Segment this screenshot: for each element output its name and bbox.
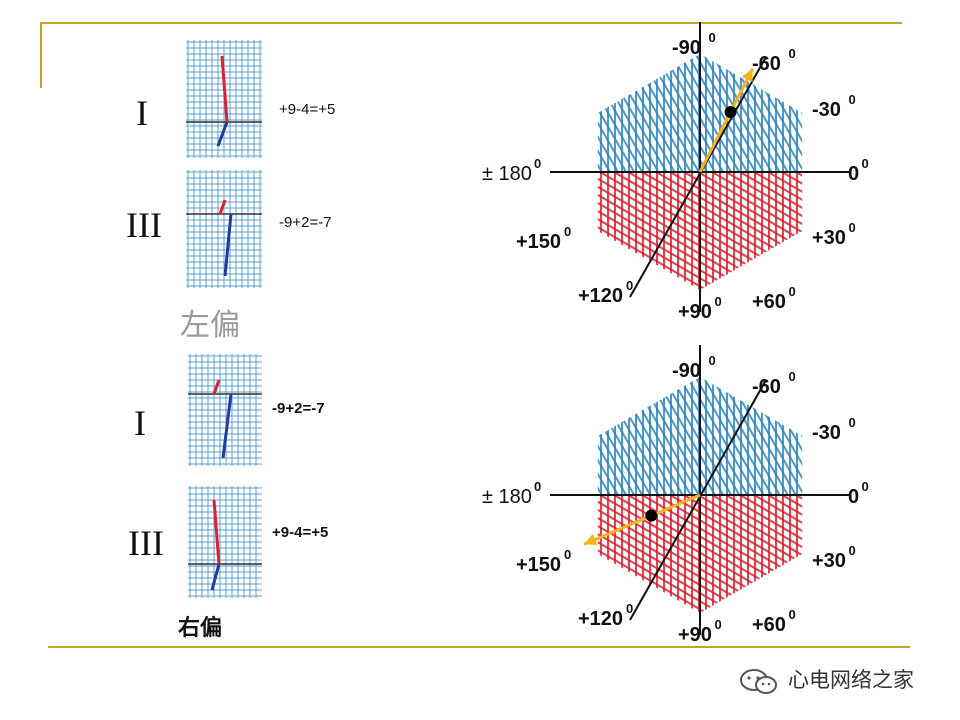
label-minus-30: -30 [812, 99, 841, 121]
label-zero: 0 [848, 163, 859, 185]
degree-mark: 0 [626, 601, 633, 616]
label-minus-90: -90 [672, 37, 701, 59]
degree-mark: 0 [849, 92, 856, 107]
lead-label-bottom-i: I [134, 403, 146, 443]
label-plus-minus-180: ± 180 [482, 163, 532, 185]
ecg-strip-top-i [186, 40, 262, 158]
degree-mark: 0 [789, 607, 796, 622]
degree-mark: 0 [709, 353, 716, 368]
label-minus-60: -60 [752, 376, 781, 398]
caption-right-deviation: 右偏 [178, 616, 223, 641]
frame-bottom-line [48, 646, 910, 648]
label-minus-90: -90 [672, 360, 701, 382]
degree-mark: 0 [862, 479, 869, 494]
equation-bottom-i: -9+2=-7 [272, 400, 325, 417]
label-plus-120: +120 [578, 608, 623, 630]
ecg-strip-top-iii [186, 170, 262, 288]
degree-mark: 0 [789, 369, 796, 384]
label-plus-90: +90 [678, 301, 712, 323]
lead-label-top-i: I [136, 93, 148, 133]
degree-mark: 0 [564, 547, 571, 562]
label-plus-60: +60 [752, 291, 786, 313]
degree-mark: 0 [849, 220, 856, 235]
degree-mark: 0 [534, 479, 541, 494]
degree-mark: 0 [789, 46, 796, 61]
axis-vector [583, 493, 701, 546]
label-plus-30: +30 [812, 227, 846, 249]
vector-point [724, 106, 737, 119]
degree-mark: 0 [849, 543, 856, 558]
label-zero: 0 [848, 486, 859, 508]
label-plus-150: +150 [516, 554, 561, 576]
degree-mark: 0 [849, 415, 856, 430]
equation-top-i: +9-4=+5 [279, 101, 336, 118]
label-minus-60: -60 [752, 53, 781, 75]
label-plus-minus-180: ± 180 [482, 486, 532, 508]
degree-mark: 0 [626, 278, 633, 293]
degree-mark: 0 [715, 294, 722, 309]
label-plus-120: +120 [578, 285, 623, 307]
axis-vector-head [584, 534, 598, 546]
degree-mark: 0 [709, 30, 716, 45]
hexaxial-diagram-bottom: -90 0-60 0-30 00 0± 180 0+150 0+120 0+90 0 +60 0+3… [482, 345, 869, 645]
degree-mark: 0 [534, 156, 541, 171]
degree-mark: 0 [715, 617, 722, 632]
ecg-strip-bottom-iii [188, 486, 262, 598]
caption-left-deviation: 左偏 [180, 308, 240, 343]
label-plus-30: +30 [812, 550, 846, 572]
degree-mark: 0 [564, 224, 571, 239]
ecg-strip-bottom-i [188, 354, 262, 466]
vector-point [645, 509, 658, 522]
frame-left-line [40, 22, 42, 88]
label-plus-90: +90 [678, 624, 712, 645]
lead-label-top-iii: III [126, 205, 162, 245]
label-minus-30: -30 [812, 422, 841, 444]
watermark-text: 心电网络之家 [788, 668, 914, 692]
axis-vector-head [741, 68, 753, 83]
degree-mark: 0 [862, 156, 869, 171]
frame-top-line [40, 22, 902, 24]
equation-bottom-iii: +9-4=+5 [272, 524, 329, 541]
wechat-icon [740, 669, 777, 694]
degree-mark: 0 [789, 284, 796, 299]
label-plus-60: +60 [752, 614, 786, 636]
label-plus-150: +150 [516, 231, 561, 253]
lead-label-bottom-iii: III [128, 523, 164, 563]
hexaxial-diagram-top: -90 0-60 0-30 00 0± 180 0+150 0+120 0+90 0 +60 0+3… [482, 22, 869, 323]
equation-top-iii: -9+2=-7 [279, 214, 332, 231]
axis-vector [698, 67, 754, 173]
